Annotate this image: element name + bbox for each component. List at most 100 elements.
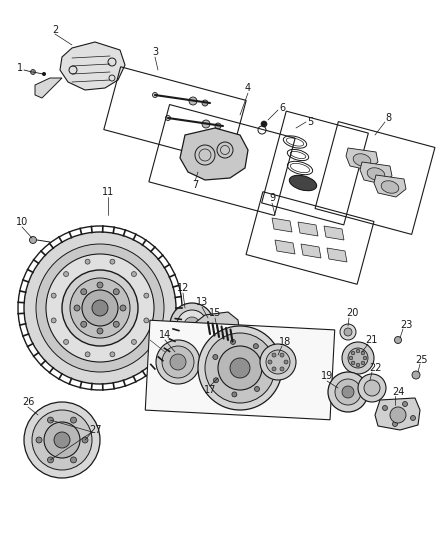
Circle shape bbox=[36, 437, 42, 443]
Text: 12: 12 bbox=[177, 283, 189, 293]
Polygon shape bbox=[301, 244, 321, 258]
Text: 1: 1 bbox=[17, 63, 23, 73]
Circle shape bbox=[144, 293, 149, 298]
Circle shape bbox=[113, 289, 119, 295]
Polygon shape bbox=[145, 320, 335, 420]
Text: 14: 14 bbox=[159, 330, 171, 340]
Text: 17: 17 bbox=[204, 385, 216, 395]
Circle shape bbox=[110, 259, 115, 264]
Circle shape bbox=[215, 123, 221, 129]
Circle shape bbox=[205, 333, 275, 403]
Circle shape bbox=[97, 282, 103, 288]
Text: 7: 7 bbox=[192, 180, 198, 190]
Circle shape bbox=[392, 422, 398, 426]
Polygon shape bbox=[275, 240, 295, 254]
Circle shape bbox=[202, 100, 208, 106]
Circle shape bbox=[162, 346, 194, 378]
Circle shape bbox=[253, 344, 258, 349]
Circle shape bbox=[213, 378, 219, 383]
Circle shape bbox=[403, 401, 407, 407]
Circle shape bbox=[390, 407, 406, 423]
Text: 8: 8 bbox=[385, 113, 391, 123]
Circle shape bbox=[74, 305, 80, 311]
Circle shape bbox=[82, 437, 88, 443]
Text: 2: 2 bbox=[52, 25, 58, 35]
Circle shape bbox=[170, 303, 214, 347]
Circle shape bbox=[213, 354, 218, 360]
Polygon shape bbox=[298, 222, 318, 236]
Circle shape bbox=[32, 410, 92, 470]
Circle shape bbox=[24, 232, 176, 384]
Circle shape bbox=[47, 457, 53, 463]
Circle shape bbox=[36, 244, 164, 372]
Circle shape bbox=[395, 336, 402, 343]
Text: 23: 23 bbox=[400, 320, 412, 330]
Circle shape bbox=[54, 432, 70, 448]
Circle shape bbox=[232, 392, 237, 397]
Circle shape bbox=[280, 367, 284, 371]
Text: 20: 20 bbox=[346, 308, 358, 318]
Circle shape bbox=[335, 379, 361, 405]
Text: 24: 24 bbox=[392, 387, 404, 397]
Ellipse shape bbox=[367, 168, 385, 180]
Circle shape bbox=[348, 348, 368, 368]
Circle shape bbox=[198, 326, 282, 410]
Circle shape bbox=[261, 121, 267, 127]
Circle shape bbox=[113, 321, 119, 327]
Text: 4: 4 bbox=[245, 83, 251, 93]
Circle shape bbox=[81, 321, 87, 327]
Circle shape bbox=[351, 361, 355, 365]
Circle shape bbox=[152, 93, 158, 98]
Circle shape bbox=[71, 417, 77, 423]
Circle shape bbox=[81, 289, 87, 295]
Circle shape bbox=[202, 120, 210, 128]
Circle shape bbox=[170, 354, 186, 370]
Polygon shape bbox=[375, 398, 420, 430]
Polygon shape bbox=[60, 42, 125, 90]
Circle shape bbox=[254, 386, 259, 391]
Circle shape bbox=[284, 360, 288, 364]
Circle shape bbox=[230, 358, 250, 378]
Circle shape bbox=[218, 346, 262, 390]
Text: 5: 5 bbox=[307, 117, 313, 127]
Text: 21: 21 bbox=[365, 335, 377, 345]
Circle shape bbox=[110, 352, 115, 357]
Circle shape bbox=[268, 360, 272, 364]
Polygon shape bbox=[360, 162, 392, 184]
Circle shape bbox=[361, 351, 365, 355]
Polygon shape bbox=[35, 78, 62, 98]
Circle shape bbox=[265, 366, 269, 370]
Ellipse shape bbox=[381, 181, 399, 193]
Circle shape bbox=[328, 372, 368, 412]
Circle shape bbox=[177, 310, 207, 340]
Circle shape bbox=[342, 386, 354, 398]
Circle shape bbox=[44, 422, 80, 458]
Text: 10: 10 bbox=[16, 217, 28, 227]
Polygon shape bbox=[346, 148, 378, 170]
Circle shape bbox=[230, 340, 236, 344]
Circle shape bbox=[356, 349, 360, 353]
Circle shape bbox=[410, 416, 416, 421]
Circle shape bbox=[62, 270, 138, 346]
Circle shape bbox=[31, 69, 35, 75]
Circle shape bbox=[342, 342, 374, 374]
Circle shape bbox=[266, 350, 290, 374]
Circle shape bbox=[272, 353, 276, 357]
Circle shape bbox=[349, 356, 353, 360]
Circle shape bbox=[144, 318, 149, 323]
Circle shape bbox=[85, 352, 90, 357]
Circle shape bbox=[166, 116, 170, 120]
Circle shape bbox=[71, 457, 77, 463]
Circle shape bbox=[92, 300, 108, 316]
Text: 15: 15 bbox=[209, 308, 221, 318]
Polygon shape bbox=[324, 226, 344, 240]
Circle shape bbox=[364, 380, 380, 396]
Circle shape bbox=[64, 271, 69, 277]
Text: 9: 9 bbox=[269, 193, 275, 203]
Polygon shape bbox=[272, 218, 292, 232]
Circle shape bbox=[131, 340, 137, 344]
Circle shape bbox=[85, 259, 90, 264]
Circle shape bbox=[363, 356, 367, 360]
Circle shape bbox=[340, 324, 356, 340]
Text: 19: 19 bbox=[321, 371, 333, 381]
